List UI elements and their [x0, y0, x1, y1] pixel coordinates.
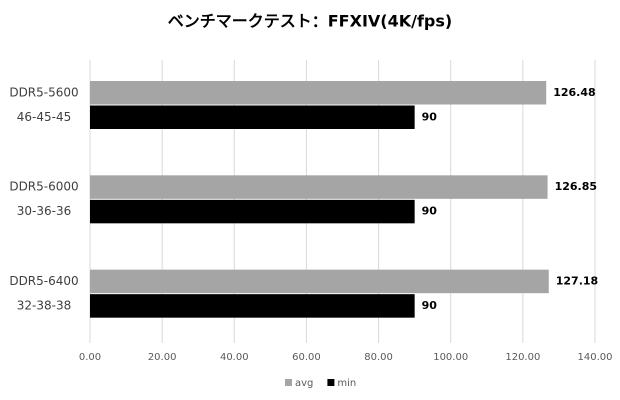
x-tick-label: 100.00 [433, 352, 468, 363]
bar [90, 269, 549, 294]
value-label: 126.48 [553, 86, 595, 99]
category-label: 46-45-45 [17, 110, 71, 124]
bar [90, 294, 415, 318]
bar [90, 81, 547, 105]
category-label: DDR5-6400 [9, 274, 78, 288]
legend-swatch [327, 379, 335, 386]
legend-label: avg [295, 378, 313, 389]
x-tick-label: 20.00 [148, 352, 177, 363]
category-label: 32-38-38 [17, 298, 71, 312]
category-label: DDR5-6000 [9, 180, 78, 194]
category-label: DDR5-5600 [9, 85, 78, 99]
value-label: 126.85 [555, 180, 597, 193]
value-label: 90 [422, 110, 438, 123]
x-tick-label: 140.00 [578, 352, 613, 363]
value-label: 90 [422, 299, 438, 312]
value-label: 127.18 [556, 274, 598, 287]
x-tick-label: 120.00 [505, 352, 540, 363]
legend-label: min [337, 378, 356, 389]
legend-swatch [285, 379, 292, 386]
x-tick-label: 60.00 [292, 352, 321, 363]
x-tick-label: 0.00 [79, 352, 101, 363]
bar [90, 105, 415, 129]
bar [90, 199, 415, 224]
x-tick-label: 40.00 [220, 352, 249, 363]
bar [90, 175, 548, 199]
chart-title: ベンチマークテスト：FFXIV(4K/fps) [168, 12, 452, 31]
value-label: 90 [422, 205, 438, 218]
x-tick-label: 80.00 [364, 352, 393, 363]
category-label: 30-36-36 [17, 204, 71, 218]
